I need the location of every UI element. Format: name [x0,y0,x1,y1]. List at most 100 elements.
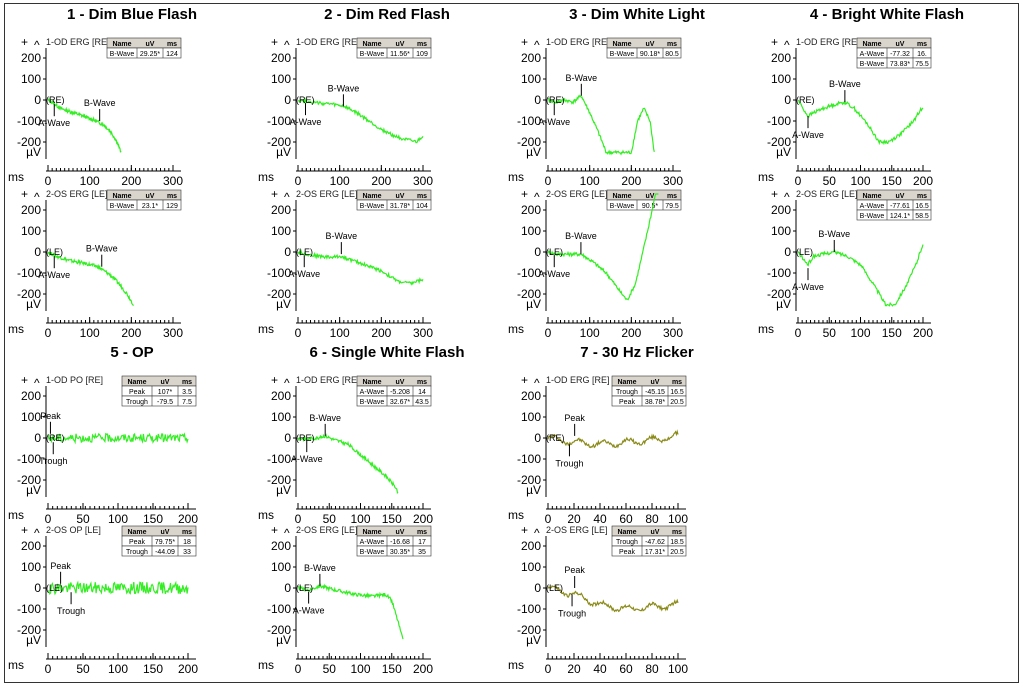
eye-marker: (RE) [796,95,815,105]
section-title-2: 2 - Dim Red Flash [324,6,450,23]
table-cell: 107* [158,389,173,396]
table-cell: 124.1* [890,213,911,220]
y-tick-label: 200 [271,389,291,403]
table-cell: Trough [616,389,638,396]
table-cell: 124 [166,51,178,58]
y-tick-label: -200 [767,135,791,149]
x-tick-label: 100 [80,326,100,340]
y-tick-label: 100 [271,72,291,86]
x-tick-label: 150 [143,662,163,676]
table-cell: Trough [126,399,148,406]
table-header-cell: ms [417,193,427,200]
trace-line [547,429,679,449]
table-row [606,47,682,59]
x-tick-label: 50 [76,662,90,676]
y-tick-label: 0 [34,245,41,259]
x-tick-label: 50 [823,174,837,188]
y-tick-label: 0 [284,93,291,107]
x-tick-label: 200 [371,326,391,340]
table-cell: Trough [126,549,148,556]
table-cell: 14 [418,389,426,396]
x-tick-label: 300 [663,326,683,340]
channel-label: 1-OD ERG [RE] [296,375,360,385]
x-tick-label: 100 [108,512,128,526]
table-cell: 16.5 [915,203,929,210]
x-tick-label: 300 [413,326,433,340]
trace-line [47,250,134,306]
figure-frame [4,3,1019,683]
y-tick-label: 0 [34,93,41,107]
y-tick-label: 200 [21,539,41,553]
table-header-cell: uV [161,529,170,536]
table-cell: Peak [619,549,635,556]
table-cell: B-Wave [860,213,885,220]
x-tick-label: 200 [178,662,198,676]
y-tick-label: -100 [17,452,41,466]
table-header-cell: ms [672,379,682,386]
x-tick-label: 200 [178,512,198,526]
y-tick-label: 0 [284,245,291,259]
marker-label: A-Wave [792,282,824,292]
x-tick-label: 200 [413,662,433,676]
x-tick-label: 100 [580,326,600,340]
table-header-cell: ms [417,529,427,536]
x-tick-label: 200 [413,512,433,526]
cursor-icon: ^ [534,376,540,390]
table-cell: A-Wave [860,51,885,58]
marker-label: B-Wave [86,244,118,254]
channel-label: 2-OS ERG [LE] [546,525,608,535]
y-tick-label: 0 [34,431,41,445]
x-tick-label: 20 [567,512,581,526]
x-tick-label: 0 [295,174,302,188]
y-tick-label: 200 [21,203,41,217]
x-tick-label: 0 [545,326,552,340]
x-tick-label: 200 [621,326,641,340]
cursor-icon: ^ [784,38,790,52]
x-tick-label: 50 [76,512,90,526]
table-header-cell: Name [617,379,636,386]
table-header-cell: uV [146,193,155,200]
channel-label: 2-OS ERG [LE] [796,189,858,199]
y-unit-label: µV [26,297,41,311]
table-header-cell: uV [651,379,660,386]
table-cell: -16.68 [390,539,410,546]
x-unit-label: ms [8,508,24,522]
table-cell: B-Wave [360,203,385,210]
channel-label: 1-OD ERG [RE] [546,37,610,47]
y-tick-label: -200 [267,135,291,149]
table-cell: -5.208 [390,389,410,396]
x-tick-label: 40 [593,512,607,526]
table-header-cell: uV [396,529,405,536]
y-tick-label: 200 [771,203,791,217]
table-row [611,395,687,407]
channel-label: 1-OD ERG [RE] [296,37,360,47]
y-tick-label: 100 [271,560,291,574]
x-tick-label: 200 [913,326,933,340]
table-row [356,47,432,59]
marker-label: Peak [564,413,585,423]
x-tick-label: 0 [45,174,52,188]
table-cell: Peak [619,399,635,406]
x-tick-label: 0 [45,662,52,676]
table-row [856,57,932,69]
x-tick-label: 0 [545,174,552,188]
x-tick-label: 40 [593,662,607,676]
table-cell: 43.5 [415,399,429,406]
table-cell: B-Wave [610,51,635,58]
table-cell: 17 [418,539,426,546]
x-tick-label: 0 [295,512,302,526]
x-tick-label: 50 [823,326,837,340]
table-cell: B-Wave [610,203,635,210]
x-tick-label: 80 [645,512,659,526]
table-cell: 79.5 [665,203,679,210]
x-tick-label: 50 [323,512,337,526]
section-title-6: 6 - Single White Flash [309,344,465,361]
x-tick-label: 0 [545,512,552,526]
y-tick-label: 100 [521,410,541,424]
marker-label: B-Wave [84,98,116,108]
